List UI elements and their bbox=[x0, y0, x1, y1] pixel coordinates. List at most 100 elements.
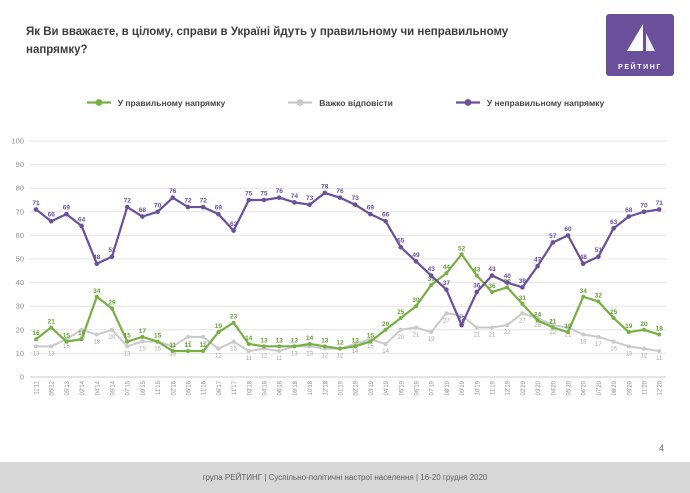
data-point bbox=[596, 254, 601, 259]
x-tick-label: 09'14 bbox=[111, 380, 117, 395]
data-point bbox=[505, 285, 510, 290]
data-point-label: 25 bbox=[534, 323, 541, 329]
data-point-label: 11 bbox=[656, 356, 663, 362]
x-tick-label: 11'15 bbox=[156, 380, 162, 395]
x-tick-label: 12'20 bbox=[658, 380, 664, 395]
x-tick-label: 11'17 bbox=[232, 380, 238, 395]
data-point-label: 17 bbox=[200, 342, 207, 348]
data-point-label: 76 bbox=[276, 188, 284, 195]
data-point-label: 34 bbox=[93, 288, 101, 295]
data-point-label: 62 bbox=[230, 221, 238, 228]
data-point-label: 27 bbox=[443, 318, 450, 324]
data-point bbox=[110, 306, 114, 311]
data-point bbox=[474, 289, 480, 295]
data-point bbox=[246, 197, 252, 203]
y-tick-label: 90 bbox=[16, 160, 24, 169]
data-point-label: 76 bbox=[336, 188, 344, 195]
data-point-label: 70 bbox=[640, 202, 648, 209]
data-point-label: 69 bbox=[215, 205, 223, 212]
data-point bbox=[535, 263, 540, 269]
data-point bbox=[246, 349, 251, 354]
data-point-label: 14 bbox=[306, 335, 314, 342]
y-tick-label: 10 bbox=[16, 349, 24, 358]
data-point bbox=[626, 344, 631, 349]
x-tick-label: 11'20 bbox=[643, 380, 649, 395]
data-point-label: 11 bbox=[185, 342, 192, 349]
data-point bbox=[414, 325, 418, 330]
data-point bbox=[262, 344, 266, 349]
data-point-label: 20 bbox=[109, 335, 116, 341]
data-point bbox=[505, 323, 510, 328]
data-point bbox=[109, 254, 115, 259]
data-point-label: 25 bbox=[610, 309, 618, 316]
data-point-label: 13 bbox=[48, 351, 55, 357]
x-tick-label: 03'19 bbox=[369, 380, 375, 395]
x-tick-label: 09'19 bbox=[460, 380, 466, 395]
data-point-label: 12 bbox=[641, 354, 648, 360]
data-point bbox=[550, 240, 556, 245]
data-point bbox=[550, 325, 555, 330]
data-point bbox=[414, 304, 418, 309]
data-point-label: 20 bbox=[382, 321, 390, 328]
data-point bbox=[94, 332, 99, 337]
data-point bbox=[276, 195, 282, 200]
x-tick-label: 05'16 bbox=[187, 380, 193, 395]
data-point bbox=[398, 244, 404, 250]
x-tick-label: 07'19 bbox=[430, 380, 436, 395]
series-hard-to-say: 13 13 16 20 18 20 13 15 15 13 17 17 12 15 11 12 11 13 13 12… bbox=[33, 311, 663, 362]
data-point bbox=[474, 273, 479, 278]
data-point bbox=[656, 207, 662, 212]
data-point-label: 36 bbox=[488, 283, 496, 290]
data-point bbox=[34, 337, 38, 342]
x-tick-label: 08'19 bbox=[445, 380, 451, 395]
data-point-label: 15 bbox=[154, 333, 162, 340]
data-point bbox=[322, 190, 328, 196]
data-point-label: 22 bbox=[458, 316, 466, 323]
data-point-label: 13 bbox=[291, 351, 298, 357]
x-tick-label: 04'14 bbox=[95, 380, 101, 395]
x-tick-label: 06'17 bbox=[217, 380, 223, 395]
trend-chart: 0 10 20 30 40 50 60 70 80 90 100 11'11 05'12 05'13 02'… bbox=[6, 121, 682, 426]
data-point-label: 72 bbox=[124, 198, 132, 205]
y-tick-label: 30 bbox=[16, 302, 24, 311]
data-point bbox=[261, 197, 267, 203]
data-point bbox=[368, 339, 373, 344]
x-tick-label: 09'20 bbox=[627, 380, 633, 395]
data-point-label: 15 bbox=[124, 333, 132, 340]
data-point-label: 12 bbox=[261, 354, 268, 360]
data-point-label: 21 bbox=[489, 332, 496, 338]
legend-item: Важко відповісти bbox=[287, 97, 393, 108]
data-point-label: 39 bbox=[428, 276, 436, 283]
data-point-label: 52 bbox=[458, 245, 466, 252]
data-point-label: 73 bbox=[306, 195, 314, 202]
data-point-label: 11 bbox=[169, 342, 176, 349]
y-tick-label: 50 bbox=[16, 255, 24, 264]
data-point-label: 17 bbox=[185, 342, 192, 348]
x-tick-label: 07'20 bbox=[597, 380, 603, 395]
data-point bbox=[489, 273, 495, 278]
data-point-label: 13 bbox=[291, 337, 299, 344]
data-point-label: 14 bbox=[245, 335, 253, 342]
data-point bbox=[246, 341, 251, 346]
legend-item: У неправильному напрямку bbox=[455, 97, 604, 108]
page-number: 4 bbox=[658, 443, 664, 453]
data-point bbox=[64, 339, 69, 344]
data-point bbox=[140, 339, 145, 344]
data-point-label: 22 bbox=[504, 330, 511, 336]
data-point bbox=[49, 344, 54, 349]
data-point bbox=[49, 325, 54, 330]
data-point-label: 47 bbox=[534, 257, 542, 264]
data-point-label: 18 bbox=[580, 340, 587, 346]
x-tick-label: 12'18 bbox=[323, 380, 329, 395]
legend-label: Важко відповісти bbox=[319, 97, 393, 108]
data-point-label: 15 bbox=[230, 347, 237, 353]
data-point bbox=[383, 327, 388, 332]
data-point-label: 43 bbox=[428, 266, 436, 273]
data-point bbox=[626, 214, 632, 219]
data-point bbox=[353, 344, 358, 349]
legend-marker-icon bbox=[455, 99, 480, 106]
data-point-label: 13 bbox=[306, 351, 313, 357]
data-point-label: 19 bbox=[215, 323, 223, 330]
data-point-label: 21 bbox=[549, 318, 557, 325]
x-tick-label: 06'19 bbox=[415, 380, 421, 395]
